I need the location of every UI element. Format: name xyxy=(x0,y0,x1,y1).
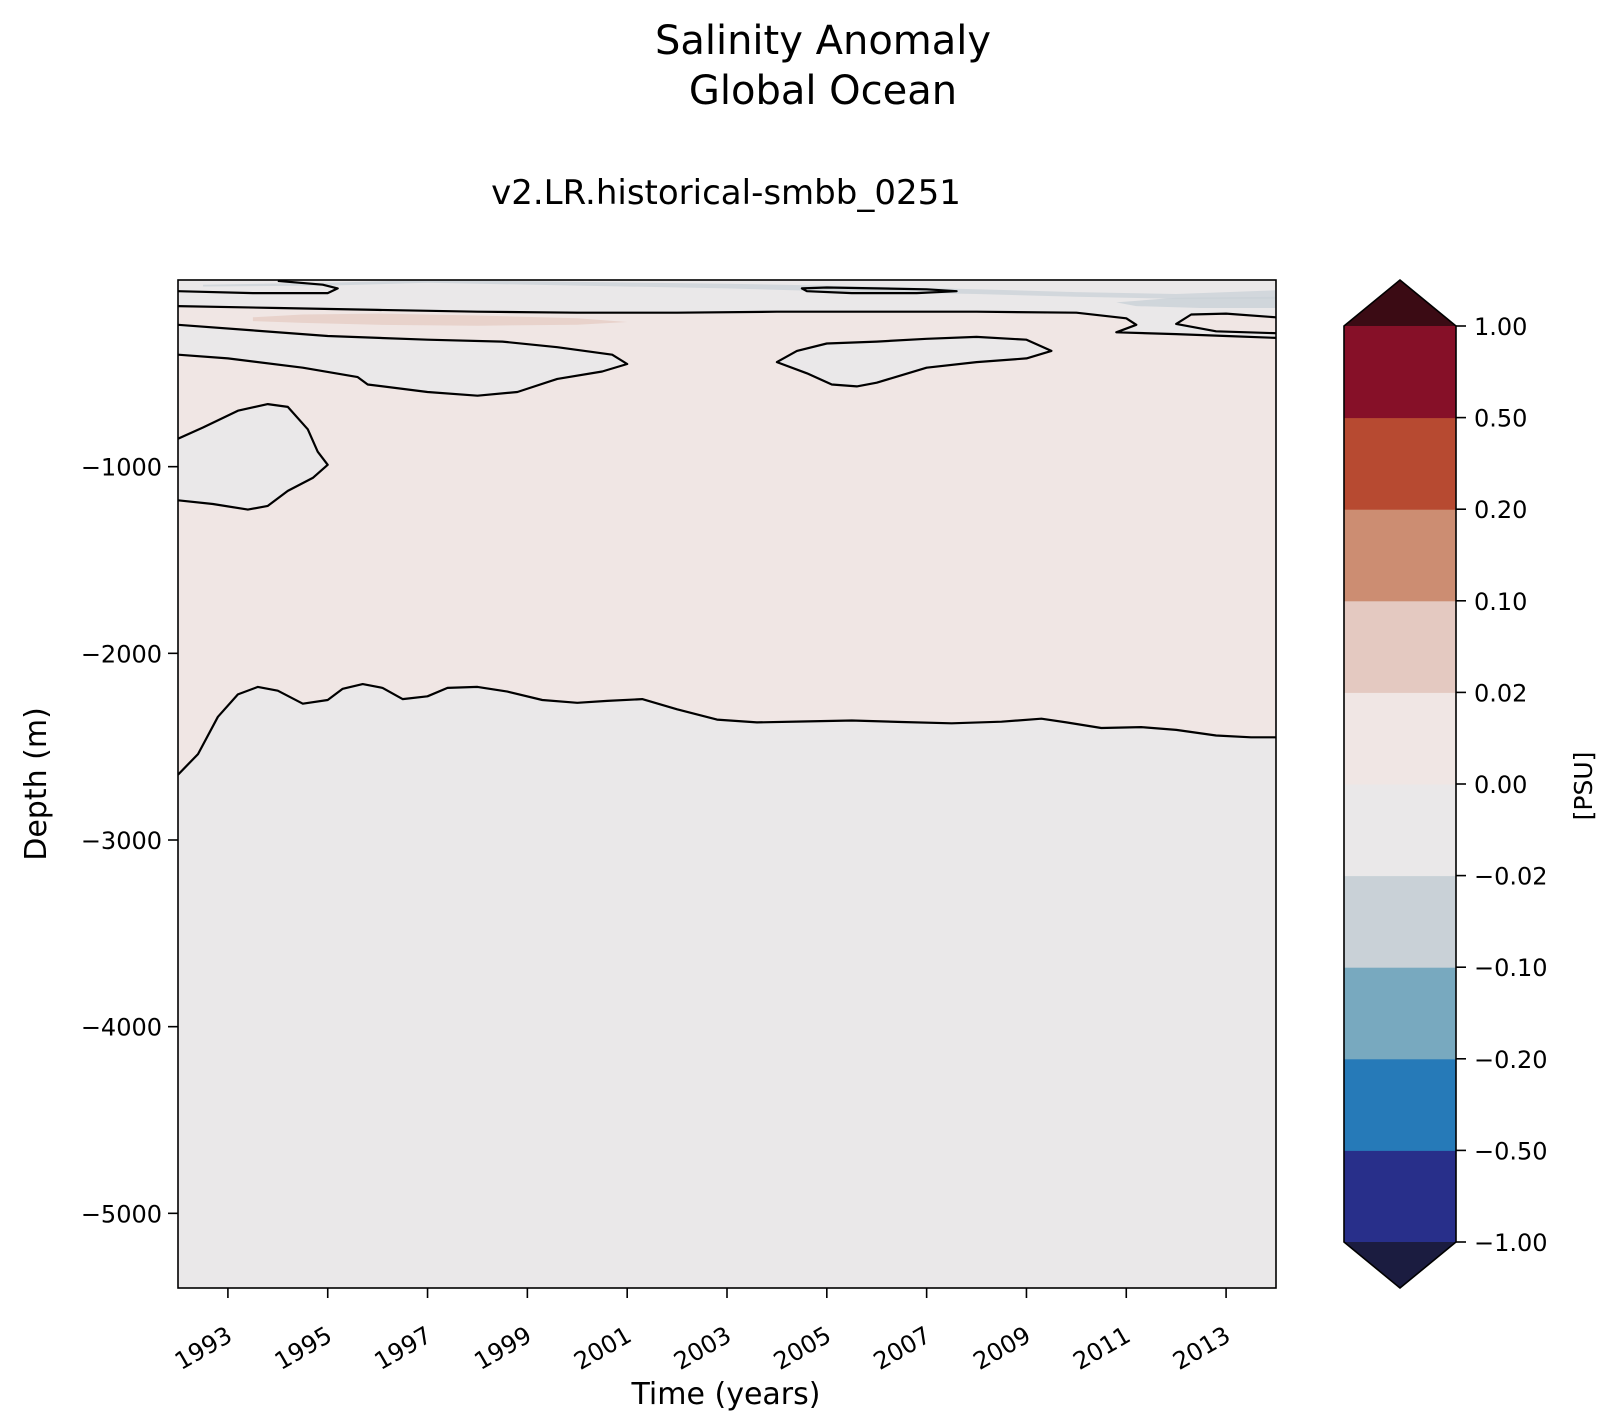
colorbar-swatch xyxy=(1344,509,1456,602)
x-tick-label: 2011 xyxy=(1068,1321,1135,1376)
x-tick-label: 2013 xyxy=(1168,1321,1235,1376)
y-tick-label: −1000 xyxy=(81,454,162,482)
colorbar: −1.00 −0.50 −0.20 −0.10 −0.02 0.00 0.02 0.10 0.2… xyxy=(1343,278,1548,1290)
chart-title: Salinity Anomaly xyxy=(655,18,991,64)
y-axis: −1000 −2000 −3000 −4000 −5000 xyxy=(81,454,178,1228)
colorbar-tick-label: −0.10 xyxy=(1474,954,1548,982)
contour-zero-left-pocket xyxy=(178,403,329,511)
y-tick-label: −4000 xyxy=(81,1014,162,1042)
colorbar-swatch xyxy=(1344,600,1456,693)
y-tick-label: −2000 xyxy=(81,640,162,668)
contour-zero-right-pocket xyxy=(1175,312,1276,335)
colorbar-swatch xyxy=(1344,875,1456,968)
chart-title-line2: Global Ocean xyxy=(689,68,957,114)
colorbar-tick-label: −0.50 xyxy=(1474,1137,1548,1165)
colorbar-swatch xyxy=(1344,1058,1456,1151)
colorbar-swatch xyxy=(1344,417,1456,510)
region-upper-positive xyxy=(178,280,1276,775)
plot-area xyxy=(177,279,1277,1289)
region-mid-negative-pocket xyxy=(776,336,1052,387)
x-tick-label: 1999 xyxy=(469,1321,536,1376)
x-tick-label: 1993 xyxy=(170,1321,237,1376)
contour-zero-mid-pocket xyxy=(775,335,1053,388)
x-axis-label: Time (years) xyxy=(631,1377,821,1412)
colorbar-extend-high xyxy=(1344,280,1456,326)
region-left-negative-pocket xyxy=(178,404,328,510)
x-axis: 1993 1995 1997 1999 2001 2003 2005 2007 2009 2011… xyxy=(170,1288,1235,1376)
colorbar-tick-label: 1.00 xyxy=(1474,313,1527,341)
chart-subtitle: v2.LR.historical-smbb_0251 xyxy=(491,173,961,213)
colorbar-tick-label: 0.10 xyxy=(1474,588,1527,616)
colorbar-tick-label: −0.02 xyxy=(1474,863,1548,891)
colorbar-tick-label: −0.20 xyxy=(1474,1046,1548,1074)
colorbar-swatch xyxy=(1344,967,1456,1060)
x-tick-label: 2009 xyxy=(969,1321,1036,1376)
region-surface-fresh-streak xyxy=(203,280,1276,299)
colorbar-tick-label: 0.20 xyxy=(1474,496,1527,524)
colorbar-label: [PSU] xyxy=(1569,752,1598,821)
y-tick-label: −5000 xyxy=(81,1200,162,1228)
x-tick-label: 1995 xyxy=(270,1321,337,1376)
contour-zero-top-pocket xyxy=(800,286,958,295)
colorbar-swatch xyxy=(1344,326,1456,419)
colorbar-swatch xyxy=(1344,784,1456,877)
contour-zero-layer-a xyxy=(178,323,629,397)
region-layer-negative-pocket xyxy=(178,324,628,396)
x-tick-label: 2005 xyxy=(769,1321,836,1376)
y-axis-label: Depth (m) xyxy=(19,707,54,861)
contour-zero-layer-b xyxy=(178,280,339,295)
colorbar-tick-label: −1.00 xyxy=(1474,1229,1548,1257)
contour-zero-layer-c xyxy=(178,305,1276,339)
colorbar-tick-label: 0.00 xyxy=(1474,771,1527,799)
colorbar-swatch xyxy=(1344,1150,1456,1243)
x-tick-label: 2003 xyxy=(669,1321,736,1376)
x-tick-label: 2001 xyxy=(569,1321,636,1376)
x-tick-label: 2007 xyxy=(869,1321,936,1376)
colorbar-extend-low xyxy=(1344,1242,1456,1288)
region-subsurface-salty-layer xyxy=(252,313,628,326)
contour-zero-deep xyxy=(178,683,1276,776)
y-tick-label: −3000 xyxy=(81,827,162,855)
colorbar-tick-label: 0.02 xyxy=(1474,679,1527,707)
colorbar-swatch xyxy=(1344,692,1456,785)
region-surface-fresh-patch-right xyxy=(1116,296,1276,308)
colorbar-tick-label: 0.50 xyxy=(1474,405,1527,433)
x-tick-label: 1997 xyxy=(370,1321,437,1376)
